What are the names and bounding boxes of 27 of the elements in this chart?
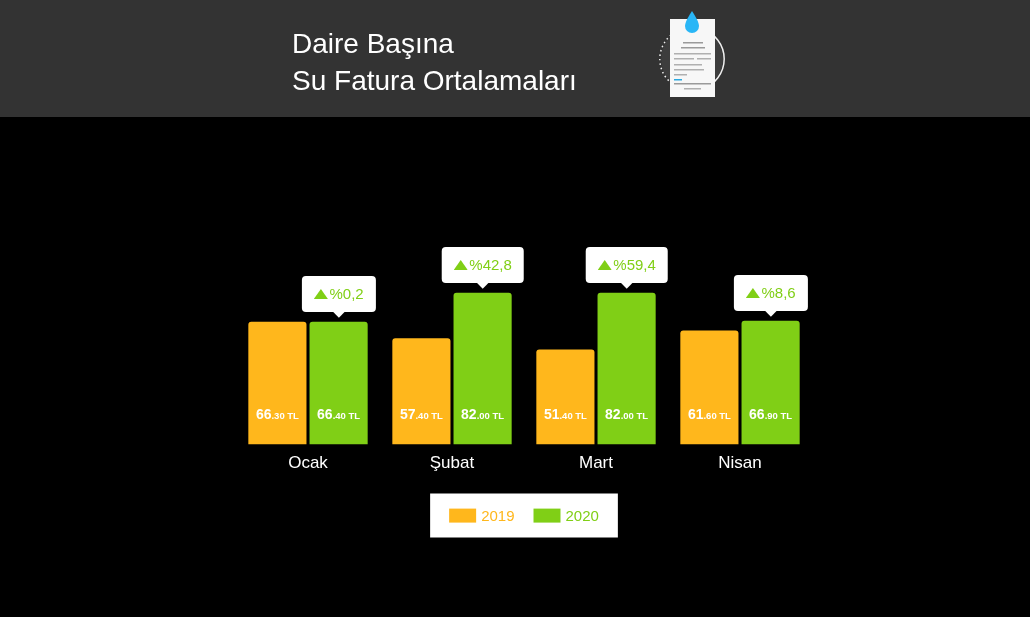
- data-label: 66.40 TL: [317, 405, 361, 422]
- legend-label: 2020: [565, 506, 599, 524]
- x-tick-label: Şubat: [429, 453, 475, 473]
- x-tick-label: Nisan: [718, 453, 762, 473]
- bar: [453, 292, 512, 445]
- data-label: 66.30 TL: [255, 405, 300, 422]
- bar: [536, 349, 595, 445]
- chart-title: Daire Başına Su Fatura Ortalamaları: [292, 27, 577, 98]
- bar: [680, 330, 739, 445]
- x-tick-label: Mart: [579, 453, 614, 473]
- bar: [248, 321, 307, 445]
- legend-label: 2019: [481, 506, 515, 524]
- annotation: %0,2: [329, 284, 364, 303]
- bar: [392, 338, 451, 445]
- data-label: 57.40 TL: [399, 405, 444, 422]
- bar: [309, 321, 368, 445]
- data-label: 66.90 TL: [749, 405, 793, 422]
- data-label: 61.60 TL: [687, 405, 732, 422]
- bar: [597, 292, 656, 445]
- data-label: 82.00 TL: [461, 405, 505, 422]
- x-tick-label: Ocak: [288, 453, 329, 473]
- text: %59,4: [613, 255, 656, 274]
- data-label: 82.00 TL: [605, 405, 649, 422]
- bar: [741, 320, 800, 445]
- data-label: 51.40 TL: [543, 405, 588, 422]
- annotation: %8,6: [761, 283, 796, 302]
- text: %42,8: [469, 255, 512, 274]
